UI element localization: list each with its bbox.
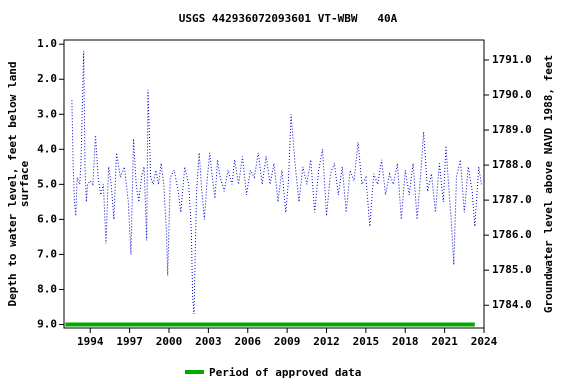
y2-tick-label: 1789.0 bbox=[492, 123, 532, 136]
x-tick-label: 2012 bbox=[313, 335, 340, 348]
plot-frame bbox=[63, 39, 485, 329]
x-tick-label: 2009 bbox=[274, 335, 301, 348]
y2-axis-label: Groundwater level above NAVD 1988, feet bbox=[542, 55, 555, 313]
y-tick-label: 3.0 bbox=[37, 107, 57, 120]
x-tick-label: 1997 bbox=[116, 335, 143, 348]
y2-tick-label: 1785.0 bbox=[492, 263, 532, 276]
y-tick-label: 2.0 bbox=[37, 72, 57, 85]
y-axis-label: Depth to water level, feet below land bbox=[6, 61, 19, 306]
x-tick-label: 2015 bbox=[353, 335, 380, 348]
x-tick-label: 2018 bbox=[392, 335, 419, 348]
x-tick-label: 2000 bbox=[156, 335, 183, 348]
x-tick-label: 2021 bbox=[431, 335, 458, 348]
y2-tick-label: 1787.0 bbox=[492, 193, 532, 206]
y-tick-label: 6.0 bbox=[37, 212, 57, 225]
y2-tick-label: 1788.0 bbox=[492, 158, 532, 171]
y-tick-label: 4.0 bbox=[37, 142, 57, 155]
y-tick-label: 9.0 bbox=[37, 317, 57, 330]
y2-tick-label: 1786.0 bbox=[492, 228, 532, 241]
x-tick-label: 1994 bbox=[77, 335, 104, 348]
y-tick-label: 5.0 bbox=[37, 177, 57, 190]
y2-tick-label: 1784.0 bbox=[492, 298, 532, 311]
y2-tick-label: 1790.0 bbox=[492, 88, 532, 101]
data-line bbox=[71, 51, 482, 315]
x-tick-label: 2006 bbox=[235, 335, 262, 348]
chart-title: USGS 442936072093601 VT-WBW 40A bbox=[179, 12, 398, 25]
x-tick-label: 2024 bbox=[471, 335, 498, 348]
y-tick-label: 8.0 bbox=[37, 282, 57, 295]
x-tick-label: 2003 bbox=[195, 335, 222, 348]
y-axis-label: surface bbox=[18, 160, 31, 207]
y-tick-label: 7.0 bbox=[37, 247, 57, 260]
legend-label: Period of approved data bbox=[209, 366, 361, 379]
y-tick-label: 1.0 bbox=[37, 37, 57, 50]
y2-tick-label: 1791.0 bbox=[492, 53, 532, 66]
